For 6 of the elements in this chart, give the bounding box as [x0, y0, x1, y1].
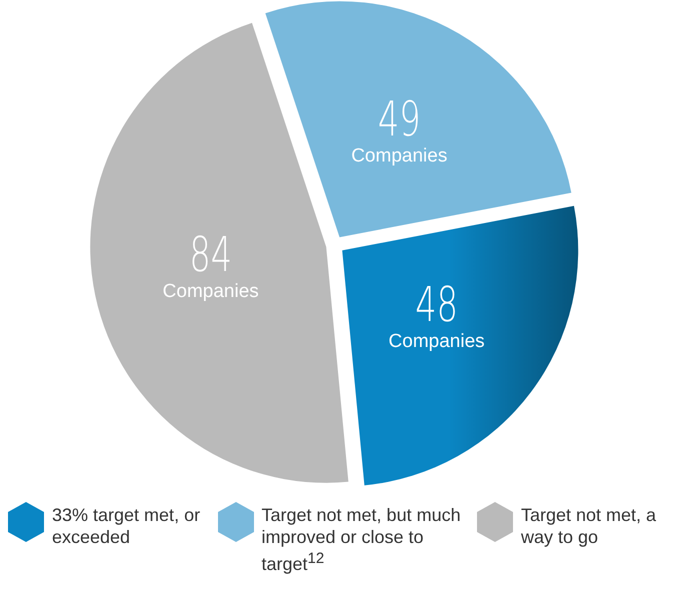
- data-label: 49 Companies: [351, 91, 448, 166]
- legend-label: Target not met, but much improved or close to target$^{12}$: [262, 504, 462, 575]
- legend-label: 33% target met, or exceeded: [52, 504, 202, 548]
- legend-label: Target not met, a way to go: [521, 504, 658, 548]
- data-label: 48 Companies: [388, 277, 485, 352]
- data-label: 84 Companies: [162, 227, 259, 302]
